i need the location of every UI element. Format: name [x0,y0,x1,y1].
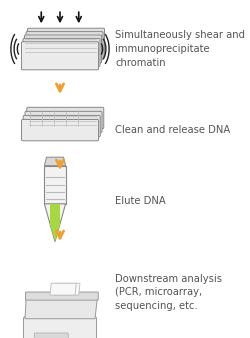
Text: Elute DNA: Elute DNA [115,196,166,206]
Polygon shape [44,204,66,242]
FancyBboxPatch shape [22,42,99,70]
FancyBboxPatch shape [25,111,102,132]
FancyBboxPatch shape [34,333,68,338]
FancyBboxPatch shape [24,317,97,338]
FancyBboxPatch shape [22,119,99,141]
Text: Simultaneously shear and
immunoprecipitate
chromatin: Simultaneously shear and immunoprecipita… [115,30,245,68]
Polygon shape [25,296,98,319]
FancyBboxPatch shape [26,292,98,300]
Polygon shape [44,157,66,166]
Text: Clean and release DNA: Clean and release DNA [115,125,230,135]
FancyBboxPatch shape [24,35,102,63]
FancyBboxPatch shape [28,28,104,56]
FancyBboxPatch shape [23,115,100,137]
FancyBboxPatch shape [44,166,66,204]
Polygon shape [50,225,60,242]
FancyBboxPatch shape [26,32,103,59]
Text: Downstream analysis
(PCR, microarray,
sequencing, etc.: Downstream analysis (PCR, microarray, se… [115,274,222,311]
FancyBboxPatch shape [27,107,104,128]
FancyBboxPatch shape [23,39,100,67]
FancyBboxPatch shape [50,204,60,225]
Polygon shape [54,283,80,295]
Polygon shape [50,283,76,295]
